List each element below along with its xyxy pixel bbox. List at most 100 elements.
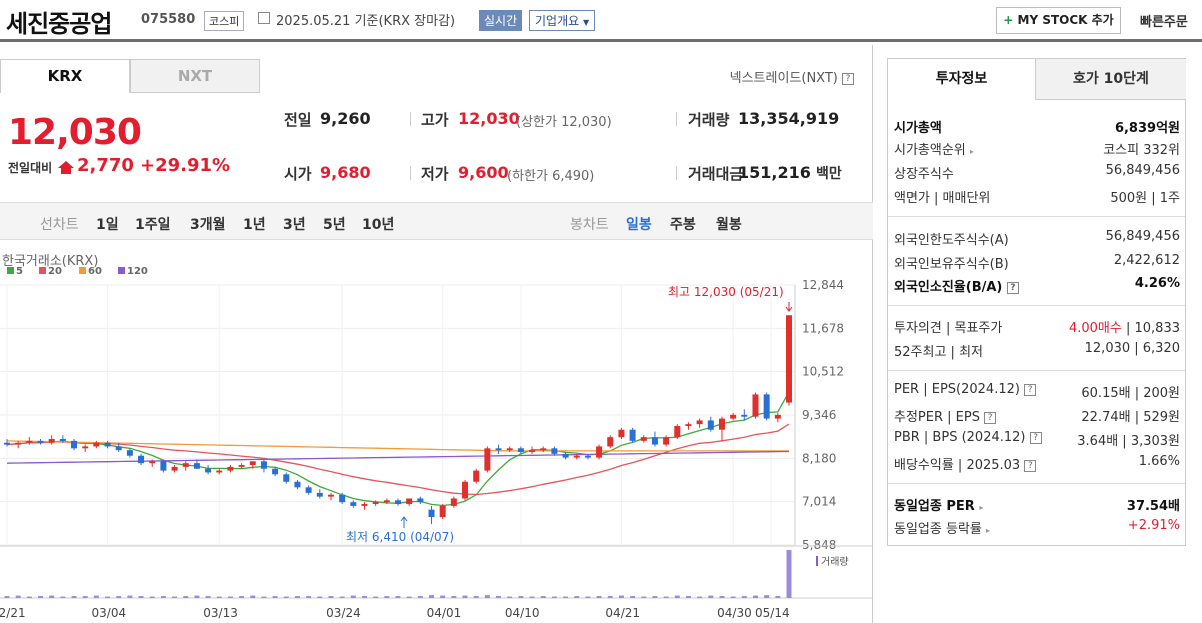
candle-body — [774, 414, 781, 419]
target-price-value: | 10,833 — [1121, 321, 1180, 336]
price-chart[interactable]: 12,844 11,678 10,512 9,346 8,180 7,014 5,848 최고… — [0, 45, 873, 623]
candle-body — [115, 446, 122, 451]
candle-body — [71, 440, 78, 449]
info-value: 1.66% — [1138, 454, 1180, 469]
quick-order-link[interactable]: 빠른주문 — [1140, 15, 1188, 30]
divider — [410, 112, 411, 126]
candle-daily[interactable]: 일봉 — [626, 217, 652, 233]
x-tick-label: 04/30 — [717, 606, 752, 620]
y-tick-label: 9,346 — [802, 408, 836, 422]
legend-ma120-label: 120 — [127, 266, 148, 277]
invest-info-panel: 투자정보 호가 10단계 시가총액 6,839억원 시가총액순위 ▸ 코스피 332… — [887, 58, 1186, 546]
volume-bar — [328, 596, 334, 598]
realtime-badge[interactable]: 실시간 — [479, 10, 523, 31]
tab-nxt[interactable]: NXT — [130, 59, 260, 93]
period-toolbar: 선차트 1일 1주일 3개월 1년 3년 5년 10년 봉차트 일봉 주봉 월봉 — [0, 202, 873, 240]
period-5year[interactable]: 5년 — [323, 217, 346, 233]
volume-bar — [306, 596, 312, 598]
help-icon[interactable]: ? — [1006, 281, 1019, 294]
volume-bar — [205, 596, 211, 598]
high-annotation: 최고 12,030 (05/21) — [668, 285, 784, 299]
volume-bar — [551, 596, 557, 598]
add-mystock-label: MY STOCK 추가 — [1017, 13, 1114, 27]
candle-weekly[interactable]: 주봉 — [670, 217, 696, 233]
info-key-text: PER | EPS(2024.12) — [894, 382, 1020, 397]
y-tick-label: 5,848 — [802, 538, 836, 552]
volume-bar — [674, 595, 680, 598]
candle-body — [763, 394, 770, 419]
candle-body — [462, 481, 469, 499]
company-overview-dropdown[interactable]: 기업개요 ▼ — [529, 10, 596, 31]
candle-body — [607, 437, 614, 447]
info-row[interactable]: 동일업종 PER ▸ 37.54배 — [894, 495, 1180, 517]
candle-body — [339, 494, 346, 503]
tab-krx[interactable]: KRX — [0, 59, 130, 93]
open-label: 시가 — [284, 165, 312, 183]
exchange-label: 한국거래소(KRX) — [2, 254, 99, 269]
volume-bar — [708, 595, 714, 598]
candle-body — [473, 470, 480, 482]
volume-bar — [596, 596, 602, 598]
candle-body — [260, 461, 267, 469]
period-1year[interactable]: 1년 — [243, 217, 266, 233]
candle-body — [316, 492, 323, 497]
current-price: 12,030 — [8, 112, 142, 153]
volume-bar — [618, 595, 624, 598]
ma60-line — [6, 440, 789, 452]
y-tick-label: 8,180 — [802, 451, 836, 465]
info-key: 동일업종 PER ▸ — [894, 495, 983, 514]
legend-ma60: 60 — [79, 266, 102, 277]
x-tick-label: 03/13 — [203, 606, 238, 620]
up-arrow-icon — [58, 161, 74, 168]
period-3month[interactable]: 3개월 — [190, 217, 226, 233]
tab-invest-info[interactable]: 투자정보 — [888, 59, 1036, 100]
candle-monthly[interactable]: 월봉 — [716, 217, 742, 233]
volume-bar — [786, 550, 792, 598]
add-mystock-button[interactable]: + MY STOCK 추가 — [996, 7, 1121, 34]
volume-bar — [138, 596, 144, 598]
info-value: 60.15배 | 200원 — [1081, 386, 1180, 401]
help-icon[interactable]: ? — [842, 72, 854, 85]
legend-ma20: 20 — [39, 266, 62, 277]
period-3year[interactable]: 3년 — [283, 217, 306, 233]
opinion-value: 4.00매수 — [1068, 321, 1122, 336]
line-chart-label: 선차트 — [40, 217, 79, 233]
info-row: PBR | BPS (2024.12) ? 3.64배 | 3,303원 — [894, 430, 1180, 452]
tab-orderbook-10[interactable]: 호가 10단계 — [1036, 59, 1186, 100]
help-icon[interactable]: ? — [984, 411, 997, 424]
x-tick-label: 04/21 — [605, 606, 640, 620]
x-tick-label: 04/10 — [505, 606, 540, 620]
info-key: PER | EPS(2024.12) ? — [894, 382, 1037, 397]
candle-body — [506, 448, 513, 451]
volume-bar — [484, 595, 490, 598]
info-row: 외국인보유주식수(B) 2,422,612 — [894, 253, 1180, 275]
volume-bar — [518, 596, 524, 598]
nextrade-info[interactable]: 넥스트레이드(NXT) ? — [730, 67, 854, 86]
candle-body — [730, 414, 737, 419]
candle-body — [707, 420, 714, 430]
candle-body — [573, 455, 580, 458]
volume-bar — [741, 596, 747, 598]
candle-body — [618, 429, 625, 438]
candle-body — [216, 470, 223, 473]
volume-bar — [752, 595, 758, 598]
volume-bar — [26, 596, 32, 598]
help-icon[interactable]: ? — [1024, 383, 1037, 396]
help-icon[interactable]: ? — [1029, 431, 1042, 444]
help-icon[interactable]: ? — [1024, 459, 1037, 472]
volume-bar — [563, 596, 569, 598]
info-key-text: 배당수익률 | 2025.03 — [894, 458, 1021, 473]
candle-body — [406, 498, 413, 505]
period-1week[interactable]: 1주일 — [135, 217, 171, 233]
volume-bar — [60, 596, 66, 598]
info-row[interactable]: 동일업종 등락률 ▸ +2.91% — [894, 518, 1180, 540]
period-1day[interactable]: 1일 — [96, 217, 119, 233]
volume-bar — [49, 595, 55, 598]
legend-ma120: 120 — [118, 266, 148, 277]
info-key-text: 동일업종 PER — [894, 499, 975, 514]
candle-body — [439, 505, 446, 518]
volume-bar — [764, 595, 770, 598]
period-10year[interactable]: 10년 — [362, 217, 395, 233]
volume-bar — [384, 596, 390, 598]
info-row[interactable]: 시가총액순위 ▸ 코스피 332위 — [894, 139, 1180, 161]
